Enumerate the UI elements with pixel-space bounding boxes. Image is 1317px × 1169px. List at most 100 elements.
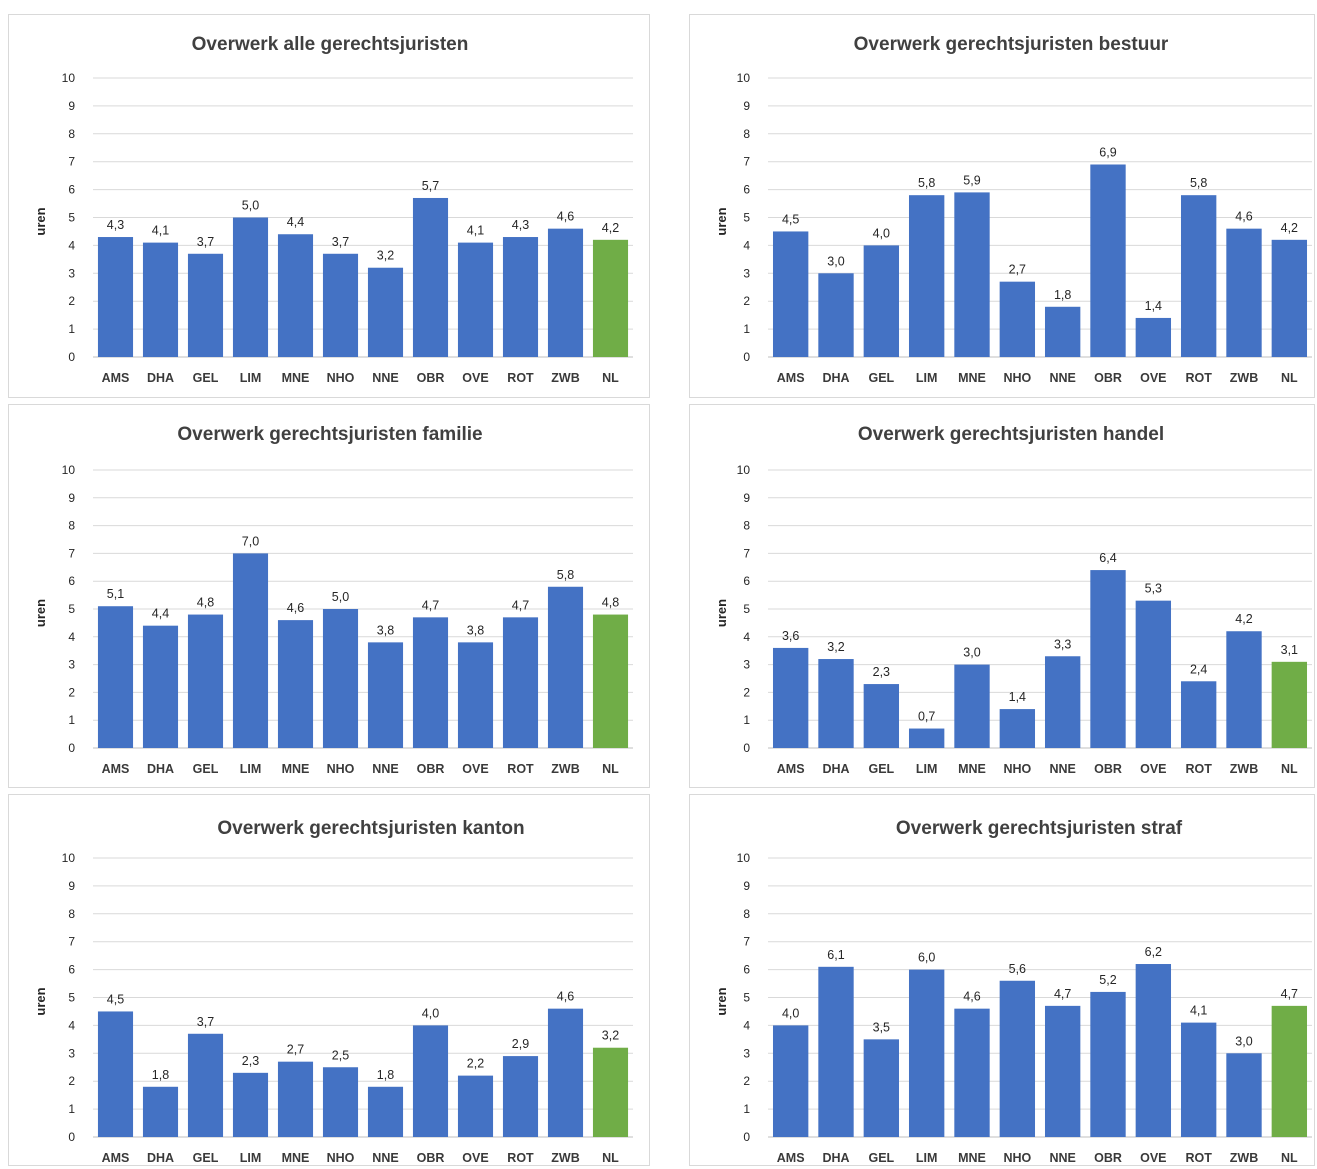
x-tick-label: ROT xyxy=(507,1151,534,1165)
bar-nho xyxy=(999,980,1036,1137)
data-label: 3,2 xyxy=(602,1029,619,1043)
y-tick-label: 5 xyxy=(68,211,75,225)
data-label: 4,1 xyxy=(467,224,484,238)
bar-obr xyxy=(1090,570,1126,748)
bar-dha xyxy=(818,966,854,1137)
y-tick-label: 4 xyxy=(68,1018,75,1032)
data-label: 4,7 xyxy=(422,598,439,612)
y-axis-label: uren xyxy=(33,599,48,627)
bar-nl xyxy=(592,1047,629,1137)
data-label: 2,4 xyxy=(1190,662,1207,676)
chart-svg-alle: Overwerk alle gerechtsjuristen 0 1 2 3 4 5 6 7 8 9… xyxy=(33,34,633,385)
bar-ams xyxy=(97,237,134,357)
x-tick-label: ROT xyxy=(1185,371,1212,385)
bar-nl xyxy=(1271,239,1308,357)
x-tick-label: NL xyxy=(1281,1151,1298,1165)
x-tick-label: AMS xyxy=(777,371,805,385)
x-tick-label: NHO xyxy=(1003,371,1031,385)
x-tick-label: AMS xyxy=(102,1151,130,1165)
data-label: 5,0 xyxy=(332,590,349,604)
bar-ove xyxy=(457,242,494,357)
data-label: 3,7 xyxy=(197,1015,214,1029)
data-label: 6,0 xyxy=(918,951,935,965)
data-label: 5,0 xyxy=(242,199,259,213)
y-tick-label: 9 xyxy=(68,99,75,113)
bar-dha xyxy=(142,625,179,748)
bar-nne xyxy=(1044,306,1081,357)
bar-dha xyxy=(818,273,854,357)
y-tick-label: 10 xyxy=(737,71,751,85)
bar-zwb xyxy=(547,228,584,357)
y-tick-label: 5 xyxy=(68,991,75,1005)
bar-mne xyxy=(277,620,314,748)
x-tick-label: MNE xyxy=(958,762,986,776)
data-label: 1,4 xyxy=(1145,299,1162,313)
data-label: 4,8 xyxy=(197,596,214,610)
y-tick-label: 10 xyxy=(737,463,751,477)
bar-ams xyxy=(772,1025,809,1137)
y-tick-label: 1 xyxy=(68,322,75,336)
x-tick-label: LIM xyxy=(916,762,938,776)
data-label: 4,2 xyxy=(602,221,619,235)
bar-obr xyxy=(1090,164,1126,357)
x-tick-label: DHA xyxy=(822,1151,849,1165)
data-label: 3,7 xyxy=(197,235,214,249)
data-label: 3,1 xyxy=(1281,643,1298,657)
bar-nho xyxy=(999,281,1036,357)
data-label: 4,1 xyxy=(152,224,169,238)
x-tick-label: OVE xyxy=(462,762,488,776)
bar-rot xyxy=(1180,195,1217,357)
chart-panel-straf: Overwerk gerechtsjuristen straf 0 1 2 3 4 5 6 7 8… xyxy=(689,794,1315,1166)
y-axis-label: uren xyxy=(714,599,729,627)
bar-rot xyxy=(1180,1022,1217,1137)
bar-nho xyxy=(322,1067,359,1137)
y-tick-label: 9 xyxy=(68,491,75,505)
chart-title: Overwerk gerechtsjuristen familie xyxy=(177,424,482,445)
y-tick-label: 7 xyxy=(68,546,75,560)
y-tick-label: 8 xyxy=(68,519,75,533)
data-label: 3,2 xyxy=(827,640,844,654)
y-tick-label: 10 xyxy=(62,71,76,85)
data-label: 3,0 xyxy=(963,646,980,660)
bar-dha xyxy=(142,242,179,357)
x-tick-label: OBR xyxy=(417,762,445,776)
data-label: 4,7 xyxy=(1054,987,1071,1001)
bar-nne xyxy=(1044,656,1081,748)
x-tick-label: LIM xyxy=(240,371,262,385)
y-tick-label: 7 xyxy=(68,155,75,169)
bar-dha xyxy=(818,659,854,748)
x-tick-label: ZWB xyxy=(1230,1151,1258,1165)
bar-zwb xyxy=(1226,228,1262,357)
bar-obr xyxy=(412,1025,449,1137)
bar-lim xyxy=(908,195,945,357)
bar-nho xyxy=(322,253,359,357)
x-tick-label: NHO xyxy=(1003,762,1031,776)
data-label: 0,7 xyxy=(918,710,935,724)
chart-panel-alle: Overwerk alle gerechtsjuristen 0 1 2 3 4 5 6 7 8 9… xyxy=(8,14,650,398)
x-tick-label: ZWB xyxy=(551,1151,579,1165)
data-label: 4,0 xyxy=(873,226,890,240)
data-label: 1,4 xyxy=(1009,690,1026,704)
data-label: 3,0 xyxy=(827,254,844,268)
bar-lim xyxy=(232,217,269,357)
y-tick-label: 1 xyxy=(68,713,75,727)
data-label: 6,1 xyxy=(827,948,844,962)
data-label: 4,6 xyxy=(557,210,574,224)
bar-gel xyxy=(863,1039,900,1137)
y-tick-label: 0 xyxy=(68,1130,75,1144)
data-label: 5,7 xyxy=(422,179,439,193)
x-tick-label: GEL xyxy=(868,762,894,776)
chart-title: Overwerk gerechtsjuristen bestuur xyxy=(854,34,1169,55)
data-label: 4,7 xyxy=(512,598,529,612)
data-label: 4,6 xyxy=(963,990,980,1004)
y-tick-label: 6 xyxy=(743,574,750,588)
x-tick-label: OVE xyxy=(462,371,488,385)
y-tick-label: 8 xyxy=(68,907,75,921)
x-tick-label: NHO xyxy=(327,1151,355,1165)
bar-ove xyxy=(457,642,494,748)
data-label: 2,7 xyxy=(287,1043,304,1057)
x-tick-label: MNE xyxy=(958,371,986,385)
y-tick-label: 8 xyxy=(743,127,750,141)
bar-mne xyxy=(277,234,314,357)
bar-zwb xyxy=(547,586,584,748)
